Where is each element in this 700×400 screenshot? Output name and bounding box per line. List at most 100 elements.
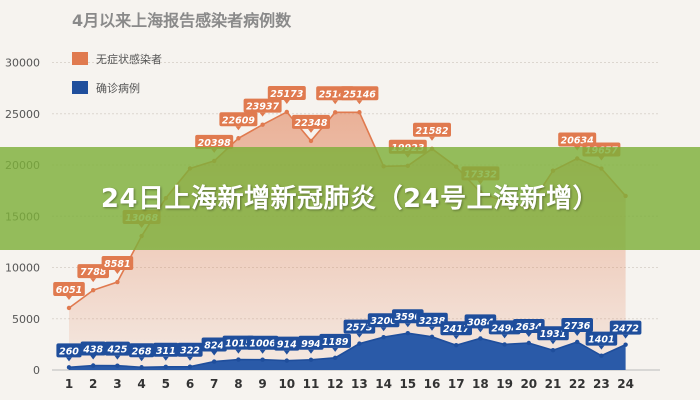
data-label-pointer-series-0: [283, 99, 290, 104]
data-label-series-0: 8581: [104, 259, 130, 270]
data-label-series-1: 2736: [564, 321, 591, 332]
data-label-pointer-series-1: [574, 331, 581, 336]
point-series-1: [405, 331, 410, 336]
data-label-box-series-1: [367, 313, 400, 328]
data-label-pointer-series-0: [114, 270, 121, 275]
data-label-series-1: 1931: [540, 329, 566, 340]
data-label-pointer-series-1: [501, 334, 508, 339]
data-label-pointer-series-1: [525, 333, 532, 338]
data-label-pointer-series-1: [283, 350, 290, 355]
point-series-1: [502, 342, 507, 347]
data-label-pointer-series-1: [162, 356, 169, 361]
point-series-0: [66, 305, 72, 311]
data-label-box-series-1: [343, 319, 376, 334]
data-label-series-1: 425: [106, 345, 127, 356]
data-label-pointer-series-1: [90, 355, 97, 360]
data-label-box-series-1: [56, 343, 82, 358]
x-tick-label: 5: [162, 377, 170, 391]
point-series-0: [91, 287, 96, 293]
data-label-pointer-series-0: [332, 100, 339, 105]
data-label-series-1: 2417: [443, 324, 470, 335]
data-label-box-series-1: [561, 317, 593, 332]
y-tick-label: 0: [33, 364, 40, 377]
data-label-box-series-1: [201, 337, 227, 352]
point-series-1: [91, 363, 96, 368]
data-label-pointer-series-1: [380, 327, 387, 332]
data-label-box-series-1: [222, 335, 255, 350]
data-label-box-series-1: [537, 326, 569, 341]
data-label-box-series-0: [195, 134, 234, 149]
x-tick-label: 1: [65, 377, 73, 391]
data-label-pointer-series-1: [477, 328, 484, 333]
x-tick-label: 9: [258, 377, 266, 391]
data-label-pointer-series-0: [235, 126, 242, 131]
x-axis: 1 2 3 4 5 6 7 8 9 10 11 12 13 14 15 16 17 18 19 20 21 22 23 24: [52, 369, 660, 391]
data-label-series-1: 2573: [346, 323, 373, 334]
x-tick-label: 10: [278, 377, 295, 391]
data-label-box-series-1: [464, 314, 497, 329]
point-series-1: [357, 341, 362, 346]
data-label-series-1: 311: [156, 346, 176, 357]
point-series-1: [66, 365, 72, 370]
data-label-box-series-1: [274, 336, 300, 351]
data-label-pointer-series-1: [66, 357, 72, 362]
data-label-pointer-series-1: [332, 347, 339, 352]
data-label-box-series-0: [267, 85, 306, 100]
data-label-series-1: 3590: [395, 312, 422, 323]
x-tick-label: 6: [186, 377, 194, 391]
data-label-pointer-series-1: [259, 349, 266, 354]
point-series-0: [333, 110, 338, 115]
point-series-1: [139, 365, 144, 370]
point-series-1: [260, 357, 265, 362]
data-label-box-series-0: [292, 114, 330, 129]
point-series-0: [357, 110, 362, 115]
data-label-pointer-series-1: [235, 349, 242, 354]
data-label-box-series-0: [413, 122, 451, 137]
x-tick-label: 23: [593, 377, 610, 391]
data-label-box-series-1: [319, 333, 351, 348]
data-label-box-series-0: [101, 256, 134, 271]
x-tick-label: 11: [303, 377, 320, 391]
headline-text: 24日上海新增新冠肺炎（24号上海新增）: [100, 183, 600, 214]
data-label-series-1: 3238: [419, 316, 446, 327]
data-label-pointer-series-1: [356, 333, 363, 338]
point-series-1: [284, 358, 289, 363]
data-label-series-0: 20634: [561, 136, 594, 147]
x-tick-label: 24: [617, 377, 634, 391]
x-tick-label: 13: [351, 377, 368, 391]
point-series-1: [429, 334, 435, 340]
data-label-box-series-1: [488, 320, 521, 335]
data-label-box-series-0: [53, 281, 85, 296]
data-label-pointer-series-0: [356, 100, 363, 105]
data-label-series-0: 23937: [246, 102, 279, 113]
x-tick-label: 8: [234, 377, 242, 391]
data-label-box-series-1: [80, 341, 106, 356]
data-label-box-series-1: [246, 335, 279, 350]
y-tick-label: 5000: [12, 313, 40, 326]
data-label-box-series-1: [298, 335, 324, 350]
data-label-box-series-1: [416, 312, 448, 327]
data-label-pointer-series-1: [114, 355, 121, 360]
data-label-box-series-1: [440, 321, 472, 336]
y-tick-label: 25000: [5, 108, 40, 121]
x-tick-label: 14: [375, 377, 392, 391]
point-series-1: [381, 335, 386, 340]
data-label-box-series-1: [513, 319, 545, 334]
data-label-series-1: 1189: [322, 337, 349, 348]
point-series-1: [115, 363, 120, 368]
data-label-pointer-series-1: [308, 349, 314, 354]
point-series-1: [163, 364, 168, 370]
point-series-1: [623, 342, 628, 347]
data-label-pointer-series-0: [429, 136, 435, 141]
point-series-0: [260, 122, 265, 127]
data-label-series-1: 1006: [249, 339, 276, 350]
data-label-box-series-1: [392, 309, 424, 324]
data-label-box-series-0: [219, 112, 258, 127]
data-label-series-1: 2472: [612, 324, 639, 335]
x-tick-label: 4: [137, 377, 145, 391]
x-tick-label: 15: [399, 377, 416, 391]
point-series-1: [236, 357, 241, 362]
data-label-box-series-0: [340, 86, 379, 101]
data-label-pointer-series-1: [429, 326, 435, 331]
